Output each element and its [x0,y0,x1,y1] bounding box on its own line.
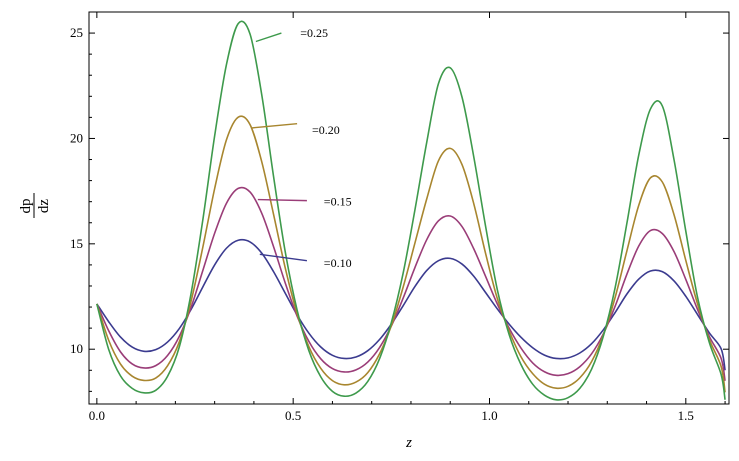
x-tick-label: 0.5 [285,408,301,423]
x-tick-label: 1.0 [481,408,497,423]
annotation-leader-2 [257,198,307,202]
series-line-2 [96,115,726,393]
series-line-1 [96,186,726,381]
series-line-0 [96,238,726,371]
annotation-label-2: =0.15 [324,195,352,209]
y-tick-label: 25 [70,25,83,40]
series-line-3 [96,20,726,401]
y-tick-label: 10 [70,341,83,356]
annotation-label-1: =0.20 [312,123,340,137]
x-axis-label: z [405,435,412,451]
x-tick-label: 1.5 [678,408,694,423]
plot-frame [88,11,730,405]
series-layer [96,20,726,401]
ticks-layer: 0.0 0.5 1.0 1.5 10 15 20 25 [70,12,729,423]
x-tick-label: 0.0 [89,408,105,423]
y-axis-label-numerator: dp [18,199,34,214]
annotation-leader-0 [255,32,282,43]
annotation-leader-3 [259,253,308,262]
annotation-leader-1 [251,123,298,129]
annotations-layer: =0.25 =0.20 =0.15 =0.10 [251,26,352,270]
y-axis-label: dp dz [18,193,52,218]
y-axis-label-denominator: dz [36,199,52,214]
annotation-label-3: =0.10 [324,256,352,270]
annotation-label-0: =0.25 [300,26,328,40]
y-tick-label: 15 [70,236,83,251]
y-tick-label: 20 [70,130,83,145]
